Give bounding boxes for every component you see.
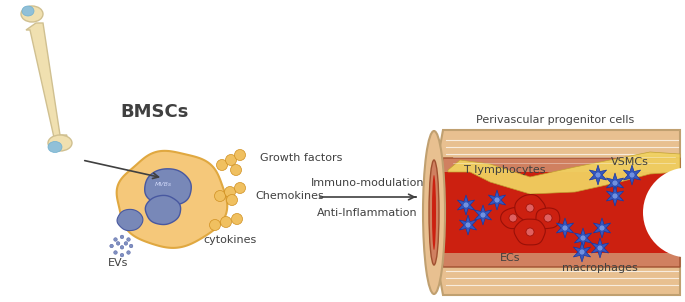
Polygon shape	[433, 172, 680, 253]
Polygon shape	[623, 165, 640, 185]
Circle shape	[234, 149, 245, 160]
Circle shape	[580, 235, 586, 241]
Circle shape	[612, 180, 618, 186]
Text: Immuno-modulation: Immuno-modulation	[311, 178, 424, 188]
Polygon shape	[458, 195, 475, 215]
Polygon shape	[145, 195, 181, 225]
Polygon shape	[117, 209, 143, 231]
Circle shape	[216, 159, 227, 171]
Text: Chemokines: Chemokines	[255, 191, 324, 201]
Polygon shape	[488, 190, 506, 210]
Circle shape	[127, 238, 130, 241]
Ellipse shape	[21, 6, 43, 22]
Circle shape	[494, 197, 500, 203]
Ellipse shape	[48, 135, 72, 151]
Text: Growth factors: Growth factors	[260, 153, 342, 163]
Circle shape	[129, 244, 133, 248]
Circle shape	[526, 228, 534, 236]
Polygon shape	[116, 151, 227, 248]
Text: MVBs: MVBs	[154, 182, 171, 187]
Polygon shape	[574, 228, 592, 248]
Wedge shape	[643, 168, 685, 258]
Polygon shape	[460, 215, 477, 235]
Circle shape	[230, 165, 242, 175]
Polygon shape	[515, 194, 545, 222]
Polygon shape	[501, 207, 526, 229]
Circle shape	[124, 242, 127, 245]
Polygon shape	[428, 130, 680, 295]
Polygon shape	[26, 23, 67, 142]
Polygon shape	[573, 242, 590, 262]
Circle shape	[114, 251, 117, 254]
Circle shape	[597, 245, 603, 251]
Text: macrophages: macrophages	[562, 263, 638, 273]
Polygon shape	[514, 219, 545, 245]
Polygon shape	[593, 218, 610, 238]
Ellipse shape	[429, 160, 439, 265]
Circle shape	[526, 204, 534, 212]
Ellipse shape	[423, 131, 445, 294]
Ellipse shape	[432, 175, 436, 250]
Polygon shape	[591, 238, 609, 258]
Circle shape	[612, 193, 618, 199]
Text: EVs: EVs	[108, 258, 128, 268]
Circle shape	[562, 225, 568, 231]
Circle shape	[227, 194, 238, 205]
Circle shape	[225, 155, 236, 165]
Polygon shape	[556, 218, 573, 238]
Circle shape	[463, 202, 469, 208]
Circle shape	[210, 220, 221, 230]
Circle shape	[225, 187, 236, 198]
Text: BMSCs: BMSCs	[121, 103, 189, 121]
Polygon shape	[606, 186, 623, 206]
Circle shape	[110, 244, 114, 248]
Polygon shape	[433, 158, 680, 267]
Circle shape	[221, 217, 232, 227]
Circle shape	[232, 214, 242, 224]
Circle shape	[595, 172, 601, 178]
Circle shape	[599, 225, 605, 231]
Polygon shape	[145, 169, 191, 208]
Circle shape	[509, 214, 517, 222]
Circle shape	[544, 214, 552, 222]
Circle shape	[234, 182, 245, 194]
Polygon shape	[589, 165, 607, 185]
Polygon shape	[536, 208, 560, 229]
Circle shape	[120, 246, 124, 249]
Circle shape	[480, 212, 486, 218]
Circle shape	[127, 251, 130, 254]
Ellipse shape	[48, 142, 62, 153]
Circle shape	[116, 242, 120, 245]
Text: VSMCs: VSMCs	[611, 157, 649, 167]
Ellipse shape	[22, 6, 34, 16]
Polygon shape	[474, 205, 492, 225]
Circle shape	[120, 235, 124, 239]
Text: Anti-Inflammation: Anti-Inflammation	[317, 208, 418, 218]
Circle shape	[465, 222, 471, 228]
Circle shape	[579, 249, 585, 255]
Circle shape	[114, 238, 117, 241]
Text: Perivascular progenitor cells: Perivascular progenitor cells	[476, 115, 634, 125]
Circle shape	[214, 191, 225, 201]
Circle shape	[629, 172, 635, 178]
Text: T lymphocytes: T lymphocytes	[464, 165, 546, 175]
Circle shape	[120, 253, 124, 257]
Polygon shape	[606, 173, 623, 193]
Polygon shape	[448, 152, 680, 194]
Text: cytokines: cytokines	[203, 235, 257, 245]
Text: ECs: ECs	[500, 253, 520, 263]
